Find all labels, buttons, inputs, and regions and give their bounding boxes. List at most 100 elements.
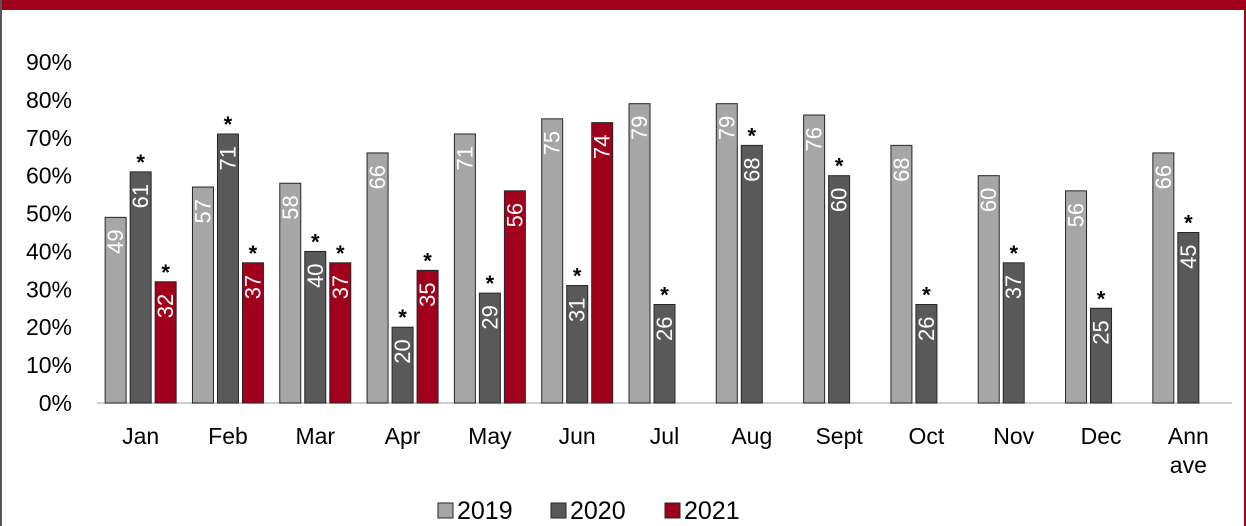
y-tick-label: 60% — [26, 163, 72, 189]
significance-star: * — [922, 282, 931, 307]
bar-2020 — [129, 171, 152, 404]
x-tick-label: Feb — [208, 423, 248, 449]
header-bar — [0, 0, 1246, 10]
significance-star: * — [224, 112, 233, 137]
y-tick-label: 30% — [26, 276, 72, 302]
legend-swatch — [437, 502, 454, 519]
significance-star: * — [336, 241, 345, 266]
bar-2020 — [391, 326, 414, 404]
significance-star: * — [423, 248, 432, 273]
x-tick-label: Nov — [993, 423, 1034, 449]
x-tick-label: Mar — [295, 423, 335, 449]
data-label: 40 — [303, 263, 328, 287]
significance-star: * — [136, 150, 145, 175]
data-label: 49 — [103, 229, 128, 253]
x-tick-label: Apr — [385, 423, 421, 449]
data-label: 26 — [914, 316, 939, 340]
data-label: 56 — [502, 203, 527, 227]
significance-star: * — [249, 241, 258, 266]
bar-2021 — [591, 122, 614, 404]
y-tick-label: 90% — [26, 49, 72, 75]
x-tick-label: Sept — [815, 423, 863, 449]
data-label: 26 — [652, 316, 677, 340]
x-tick-label: ave — [1170, 452, 1207, 478]
bar-2020 — [653, 303, 676, 404]
data-label: 45 — [1176, 245, 1201, 269]
data-label: 37 — [328, 275, 353, 299]
bar-2021 — [154, 281, 177, 404]
data-label: 61 — [128, 184, 153, 208]
x-tick-label: Aug — [731, 423, 772, 449]
bar-2020 — [740, 144, 763, 404]
bar-2019 — [366, 152, 389, 404]
legend-label: 2021 — [684, 497, 740, 525]
data-label: 31 — [565, 298, 590, 322]
y-tick-label: 70% — [26, 125, 72, 151]
right-border — [1244, 0, 1246, 526]
x-tick-label: Dec — [1081, 423, 1122, 449]
data-label: 37 — [240, 275, 265, 299]
bar-2019 — [803, 114, 826, 404]
bar-2020 — [1002, 262, 1025, 404]
bar-2019 — [715, 103, 738, 404]
significance-star: * — [835, 154, 844, 179]
bar-2020 — [915, 303, 938, 404]
significance-star: * — [1009, 241, 1018, 266]
data-label: 20 — [390, 339, 415, 363]
significance-star: * — [161, 260, 170, 285]
y-tick-label: 10% — [26, 352, 72, 378]
significance-star: * — [1097, 286, 1106, 311]
significance-star: * — [660, 282, 669, 307]
significance-star: * — [573, 264, 582, 289]
data-label: 79 — [714, 116, 739, 140]
bar-2019 — [1065, 190, 1088, 404]
bar-2019 — [890, 144, 913, 404]
bar-2020 — [216, 133, 239, 404]
data-label: 25 — [1089, 320, 1114, 344]
bar-2020 — [478, 292, 501, 404]
significance-star: * — [398, 305, 407, 330]
significance-star: * — [486, 271, 495, 296]
data-label: 57 — [190, 199, 215, 223]
bar-2019 — [104, 216, 127, 404]
x-tick-label: Ann — [1168, 423, 1209, 449]
legend-swatch — [550, 502, 567, 519]
bar-2021 — [329, 262, 352, 404]
bar-2021 — [241, 262, 264, 404]
x-tick-label: Jul — [650, 423, 679, 449]
left-border — [0, 0, 2, 526]
y-tick-label: 20% — [26, 314, 72, 340]
significance-star: * — [311, 229, 320, 254]
data-label: 35 — [415, 282, 440, 306]
y-tick-label: 50% — [26, 201, 72, 227]
data-label: 79 — [627, 116, 652, 140]
bar-2020 — [1177, 232, 1200, 404]
x-tick-label: Jun — [559, 423, 596, 449]
bar-2021 — [416, 269, 439, 404]
data-label: 37 — [1001, 275, 1026, 299]
data-label: 58 — [278, 195, 303, 219]
y-tick-label: 0% — [39, 390, 72, 416]
bar-2019 — [191, 186, 214, 404]
y-tick-label: 80% — [26, 87, 72, 113]
data-label: 76 — [802, 127, 827, 151]
bar-2019 — [541, 118, 564, 404]
x-tick-label: Jan — [122, 423, 159, 449]
data-label: 68 — [739, 157, 764, 181]
data-label: 75 — [540, 131, 565, 155]
data-label: 68 — [889, 157, 914, 181]
data-label: 71 — [215, 146, 240, 170]
bar-2019 — [279, 182, 302, 404]
bar-2020 — [566, 285, 589, 404]
data-label: 56 — [1064, 203, 1089, 227]
bar-2019 — [453, 133, 476, 404]
bar-2021 — [503, 190, 526, 404]
significance-star: * — [748, 123, 757, 148]
bar-2020 — [1090, 307, 1113, 404]
bar-2020 — [304, 250, 327, 404]
bar-2019 — [628, 103, 651, 404]
data-label: 66 — [1151, 165, 1176, 189]
x-tick-label: Oct — [909, 423, 945, 449]
y-tick-label: 40% — [26, 238, 72, 264]
